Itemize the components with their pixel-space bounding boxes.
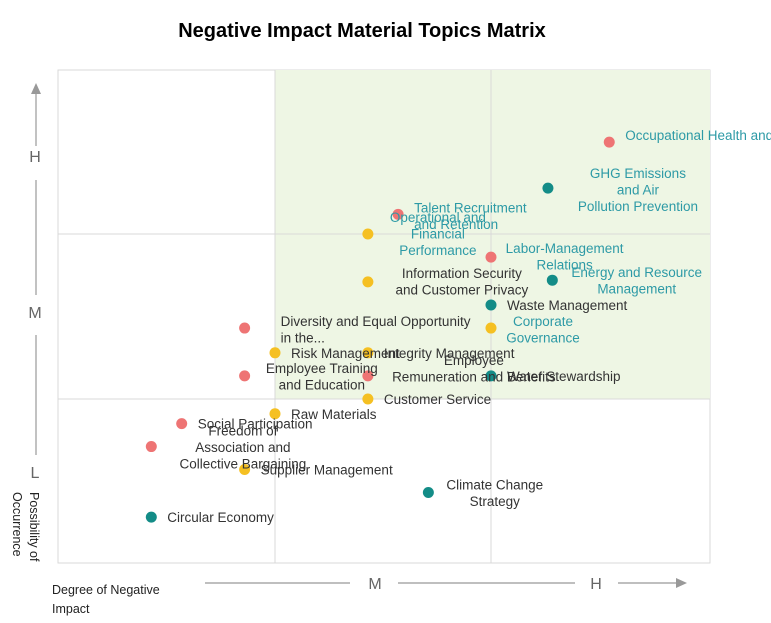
label-information-security-and-customer-privacy: Information Security and Customer Privacy <box>395 266 528 298</box>
point-labor-management-relations <box>485 251 497 263</box>
point-corporate-governance <box>485 322 497 334</box>
chart-title: Negative Impact Material Topics Matrix <box>178 20 546 42</box>
label-energy-and-resource-management: Energy and Resource Management <box>571 265 702 297</box>
x-level-h: H <box>590 576 602 593</box>
x-axis-label-line-2: Impact <box>52 602 90 616</box>
label-social-participation: Social Participation <box>198 417 313 432</box>
label-labor-management-relations: Labor-Management Relations <box>506 241 624 273</box>
label-raw-materials: Raw Materials <box>291 407 377 422</box>
point-risk-management <box>269 347 281 359</box>
label-employee-remuneration-and-benefits: Employee Remuneration and Benefits <box>392 353 556 385</box>
label-supplier-management: Supplier Management <box>261 463 393 478</box>
x-axis-label-line-1: Degree of Negative <box>52 583 160 597</box>
label-customer-service: Customer Service <box>384 392 491 407</box>
label-circular-economy: Circular Economy <box>167 510 274 525</box>
label-corporate-governance: Corporate Governance <box>506 314 580 346</box>
point-operational-and-financial-performance <box>362 228 374 240</box>
label-integrity-management: Integrity Management <box>384 346 515 361</box>
point-climate-change-strategy <box>422 486 434 498</box>
label-freedom-of-association-and-collective-bargaining: Freedom of Association and Collective Barg… <box>179 424 306 472</box>
data-labels: Occupational Health and Safety GHG Emissi… <box>167 128 771 525</box>
y-axis-label-line-1: Possibility of <box>27 492 41 562</box>
y-axis-arrow <box>31 83 41 94</box>
label-occupational-health-and-safety: Occupational Health and Safety <box>625 128 771 143</box>
point-social-participation <box>176 418 188 430</box>
label-employee-training-and-education: Employee Training and Education <box>266 361 378 393</box>
point-integrity-management <box>362 347 374 359</box>
point-raw-materials <box>269 408 281 420</box>
point-talent-recruitment-and-retention <box>392 208 404 220</box>
point-ghg-emissions-and-air-pollution-prevention <box>542 182 554 194</box>
point-freedom-of-association-and-collective-bargaining <box>145 441 157 453</box>
x-axis-arrow <box>676 578 687 588</box>
point-diversity-and-equal-opportunity-in-the <box>239 322 251 334</box>
axes: H M L M H <box>28 83 687 593</box>
point-supplier-management <box>239 464 251 476</box>
point-occupational-health-and-safety <box>603 136 615 148</box>
label-diversity-and-equal-opportunity-in-the: Diversity and Equal Opportunity in the... <box>281 314 471 346</box>
point-customer-service <box>362 393 374 405</box>
y-level-h: H <box>29 149 41 166</box>
label-risk-management: Risk Management <box>291 346 400 361</box>
plot-background <box>57 69 711 564</box>
grid-lines <box>58 70 710 564</box>
y-axis-label-line-2: Occurrence <box>10 492 24 557</box>
y-level-m: M <box>28 305 41 322</box>
point-energy-and-resource-management <box>546 274 558 286</box>
label-ghg-emissions-and-air-pollution-prevention: GHG Emissions and Air Pollution Prevention <box>578 166 698 214</box>
y-level-l: L <box>31 465 40 482</box>
point-employee-training-and-education <box>239 370 251 382</box>
data-points <box>145 136 615 523</box>
point-employee-remuneration-and-benefits <box>362 370 374 382</box>
label-operational-and-financial-performance: Operational and Financial Performance <box>390 210 486 258</box>
label-water-stewardship: Water Stewardship <box>507 369 621 384</box>
label-climate-change-strategy: Climate Change Strategy <box>446 477 543 509</box>
label-talent-recruitment-and-retention: Talent Recruitment and Retention <box>414 200 527 232</box>
point-information-security-and-customer-privacy <box>362 276 374 288</box>
point-waste-management <box>485 299 497 311</box>
label-waste-management: Waste Management <box>507 298 628 313</box>
x-level-m: M <box>368 576 381 593</box>
point-water-stewardship <box>485 370 497 382</box>
point-circular-economy <box>145 511 157 523</box>
